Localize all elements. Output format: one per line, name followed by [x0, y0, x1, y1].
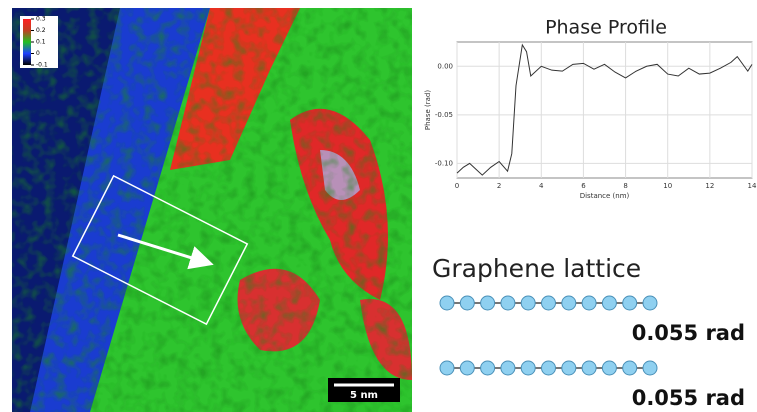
plot-area [457, 42, 752, 178]
lattice-atom [623, 296, 637, 310]
lattice-atom [643, 296, 657, 310]
chart-title: Phase Profile [545, 17, 667, 39]
lattice-atom [542, 361, 556, 375]
colorbar-tick-label: 0.3 [36, 16, 46, 23]
x-tick-label: 0 [455, 182, 459, 190]
lattice-atom [440, 361, 454, 375]
x-tick-label: 10 [663, 182, 672, 190]
lattice-atom [582, 361, 596, 375]
x-tick-label: 8 [623, 182, 627, 190]
y-tick-label: 0.00 [437, 62, 453, 70]
lattice-atom [562, 361, 576, 375]
y-axis-label: Phase (rad) [424, 90, 432, 130]
lattice-atom [542, 296, 556, 310]
y-tick-label: -0.10 [435, 159, 453, 167]
y-tick-label: -0.05 [435, 111, 453, 119]
lattice-atom [501, 361, 515, 375]
lattice-atom [582, 296, 596, 310]
lattice-atom [501, 296, 515, 310]
lattice-label: 0.055 rad [632, 386, 745, 410]
colorbar-tick-label: 0 [36, 50, 40, 57]
x-tick-label: 12 [705, 182, 714, 190]
colorbar-tick-label: 0.1 [36, 39, 46, 46]
lattice-atom [562, 296, 576, 310]
phase-map: 5 nm [10, 8, 412, 412]
figure: 5 nm Phase Profile Graphene lattice 0.3 0… [0, 0, 757, 412]
lattice-atom [440, 296, 454, 310]
lattice-atom [460, 361, 474, 375]
x-axis-label: Distance (nm) [580, 192, 630, 200]
colorbar-tick-label: 0.2 [36, 27, 46, 34]
lattice-atom [481, 361, 495, 375]
lattice-atom [460, 296, 474, 310]
scale-bar-label: 5 nm [350, 390, 378, 401]
lattice-atom [602, 296, 616, 310]
lattice-label: 0.055 rad [632, 321, 745, 345]
lattice-atom [602, 361, 616, 375]
lattice-atom [623, 361, 637, 375]
lattice-atom [643, 361, 657, 375]
colorbar [23, 19, 31, 65]
lattice-atom [521, 361, 535, 375]
map-texture [12, 8, 412, 412]
x-tick-label: 6 [581, 182, 586, 190]
x-tick-label: 14 [748, 182, 757, 190]
x-tick-label: 2 [497, 182, 501, 190]
lattice-atom [481, 296, 495, 310]
colorbar-tick-label: -0.1 [36, 62, 48, 69]
lattice-title: Graphene lattice [432, 254, 641, 283]
lattice-atom [521, 296, 535, 310]
x-tick-label: 4 [539, 182, 544, 190]
